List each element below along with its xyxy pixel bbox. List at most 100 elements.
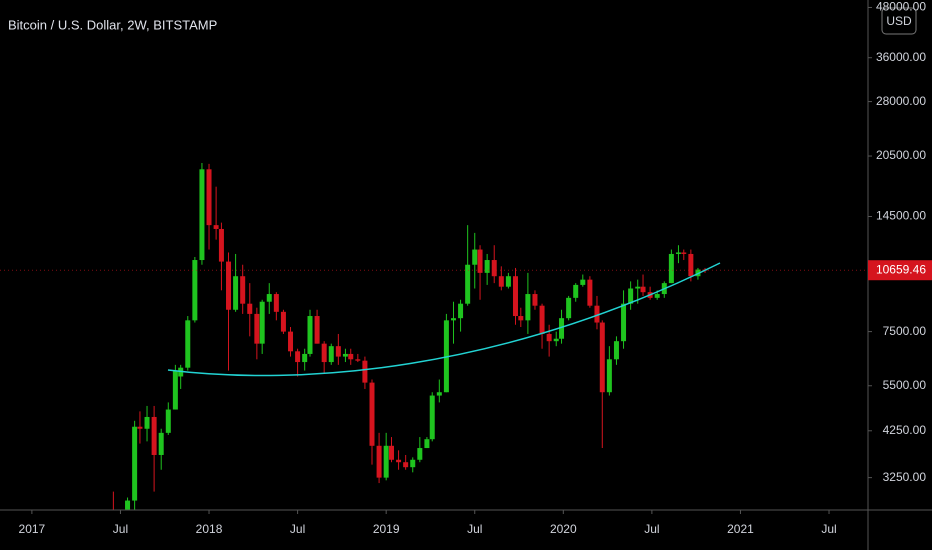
candle-body bbox=[477, 249, 483, 273]
x-tick-label: 2019 bbox=[373, 522, 400, 536]
x-tick-label: Jul bbox=[467, 522, 482, 536]
candle-body bbox=[525, 294, 531, 321]
candle-body bbox=[599, 322, 605, 393]
candle-body bbox=[295, 351, 301, 363]
candle-body bbox=[606, 359, 612, 393]
y-tick-label: 5500.00 bbox=[883, 378, 927, 392]
y-tick-label: 36000.00 bbox=[876, 50, 926, 64]
x-tick-label: Jul bbox=[290, 522, 305, 536]
x-tick-label: 2021 bbox=[727, 522, 754, 536]
candle-body bbox=[348, 353, 354, 360]
candle-body bbox=[302, 353, 308, 363]
candle-body bbox=[396, 459, 402, 463]
currency-button[interactable] bbox=[881, 7, 917, 35]
candle-body bbox=[465, 264, 471, 304]
candle-body bbox=[553, 338, 559, 342]
candle-body bbox=[307, 316, 313, 354]
y-tick-label: 4250.00 bbox=[883, 423, 927, 437]
candle-body bbox=[518, 316, 524, 321]
candle-body bbox=[559, 318, 565, 339]
candle-body bbox=[546, 333, 552, 342]
candle-body bbox=[355, 359, 361, 361]
x-tick-label: Jul bbox=[113, 522, 128, 536]
x-tick-label: Jul bbox=[821, 522, 836, 536]
candle-body bbox=[505, 276, 511, 287]
candle-body bbox=[388, 445, 394, 460]
candle-body bbox=[491, 260, 497, 277]
candle-body bbox=[226, 261, 232, 310]
candle-body bbox=[362, 360, 368, 383]
candle-body bbox=[668, 253, 674, 284]
candle-body bbox=[573, 284, 579, 298]
candle-body bbox=[192, 260, 198, 321]
candle-body bbox=[498, 276, 504, 287]
candle-body bbox=[376, 445, 382, 478]
candle-body bbox=[458, 303, 464, 319]
candle-body bbox=[132, 426, 138, 501]
candle-body bbox=[675, 252, 681, 254]
y-tick-label: 7500.00 bbox=[883, 324, 927, 338]
candle-body bbox=[172, 370, 178, 410]
candle-body bbox=[383, 445, 389, 478]
last-price-label: 10659.46 bbox=[876, 262, 926, 276]
last-price-box bbox=[868, 260, 932, 281]
candle-body bbox=[165, 409, 171, 433]
candle-body bbox=[472, 249, 478, 265]
y-tick-label: 20500.00 bbox=[876, 148, 926, 162]
candle-body bbox=[254, 313, 260, 344]
x-tick-label: 2020 bbox=[550, 522, 577, 536]
candle-body bbox=[688, 253, 694, 277]
candle-body bbox=[369, 382, 375, 446]
candle-body bbox=[436, 392, 442, 396]
candle-body bbox=[151, 416, 157, 455]
candle-body bbox=[424, 439, 430, 449]
candle-body bbox=[158, 432, 164, 455]
y-tick-label: 48000.00 bbox=[876, 0, 926, 14]
candle-body bbox=[259, 301, 265, 344]
candle-body bbox=[539, 305, 545, 334]
candle-body bbox=[213, 225, 219, 229]
candle-body bbox=[417, 448, 423, 460]
currency-button-label[interactable]: USD bbox=[886, 14, 912, 28]
candle-body bbox=[247, 303, 253, 314]
candle-body bbox=[321, 343, 327, 363]
candle-body bbox=[410, 459, 416, 468]
candle-body bbox=[273, 294, 279, 312]
x-tick-label: 2017 bbox=[19, 522, 46, 536]
y-tick-label: 3250.00 bbox=[883, 470, 927, 484]
chart-title: Bitcoin / U.S. Dollar, 2W, BITSTAMP bbox=[8, 17, 217, 32]
candle-body bbox=[628, 288, 634, 304]
candle-body bbox=[594, 305, 600, 323]
candle-body bbox=[342, 353, 348, 357]
trend-curve bbox=[167, 262, 721, 377]
candle-body bbox=[640, 286, 646, 293]
candle-body bbox=[532, 294, 538, 306]
candle-body bbox=[429, 395, 435, 440]
candle-body bbox=[403, 462, 409, 468]
candle-body bbox=[314, 316, 320, 344]
candle-body bbox=[280, 311, 286, 332]
x-tick-label: Jul bbox=[644, 522, 659, 536]
candle-body bbox=[288, 331, 294, 352]
candle-body bbox=[450, 318, 456, 321]
candle-body bbox=[206, 169, 212, 226]
candle-body bbox=[266, 294, 272, 302]
candle-body bbox=[654, 294, 660, 298]
candle-body bbox=[125, 500, 131, 510]
candle-body bbox=[335, 346, 341, 357]
candle-body bbox=[580, 279, 586, 285]
candle-body bbox=[185, 320, 191, 368]
y-tick-label: 28000.00 bbox=[876, 94, 926, 108]
candle-body bbox=[484, 260, 490, 273]
candle-body bbox=[621, 303, 627, 342]
candle-body bbox=[635, 286, 641, 289]
candle-body bbox=[587, 279, 593, 306]
candle-body bbox=[233, 276, 239, 310]
candle-body bbox=[199, 169, 205, 261]
candle-body bbox=[240, 276, 246, 304]
candle-body bbox=[681, 252, 687, 254]
y-tick-label: 14500.00 bbox=[876, 209, 926, 223]
candle-body bbox=[566, 297, 572, 319]
candle-body bbox=[328, 346, 334, 363]
